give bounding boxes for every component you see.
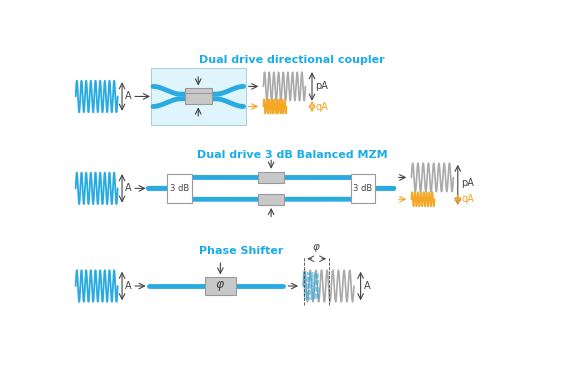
Text: A: A	[125, 281, 132, 291]
Text: pA: pA	[316, 81, 328, 91]
Text: Dual drive directional coupler: Dual drive directional coupler	[200, 55, 385, 65]
Bar	[258, 172, 284, 183]
Text: Phase Shifter: Phase Shifter	[199, 246, 283, 256]
Bar	[205, 278, 236, 295]
Bar	[150, 68, 246, 125]
Text: A: A	[125, 184, 132, 193]
Text: pA: pA	[461, 178, 474, 188]
Bar	[351, 174, 375, 203]
Text: 3 dB: 3 dB	[170, 184, 189, 193]
Bar	[258, 194, 284, 205]
Text: Dual drive 3 dB Balanced MZM: Dual drive 3 dB Balanced MZM	[197, 150, 388, 160]
Bar	[185, 88, 211, 100]
Text: $\varphi$: $\varphi$	[312, 242, 321, 254]
Text: 3 dB: 3 dB	[353, 184, 372, 193]
Text: qA: qA	[461, 194, 474, 204]
Bar	[168, 174, 192, 203]
Text: $\varphi$: $\varphi$	[215, 279, 225, 293]
Bar	[185, 93, 211, 104]
Text: A: A	[125, 91, 132, 101]
Text: A: A	[364, 281, 370, 291]
Text: qA: qA	[316, 101, 328, 112]
